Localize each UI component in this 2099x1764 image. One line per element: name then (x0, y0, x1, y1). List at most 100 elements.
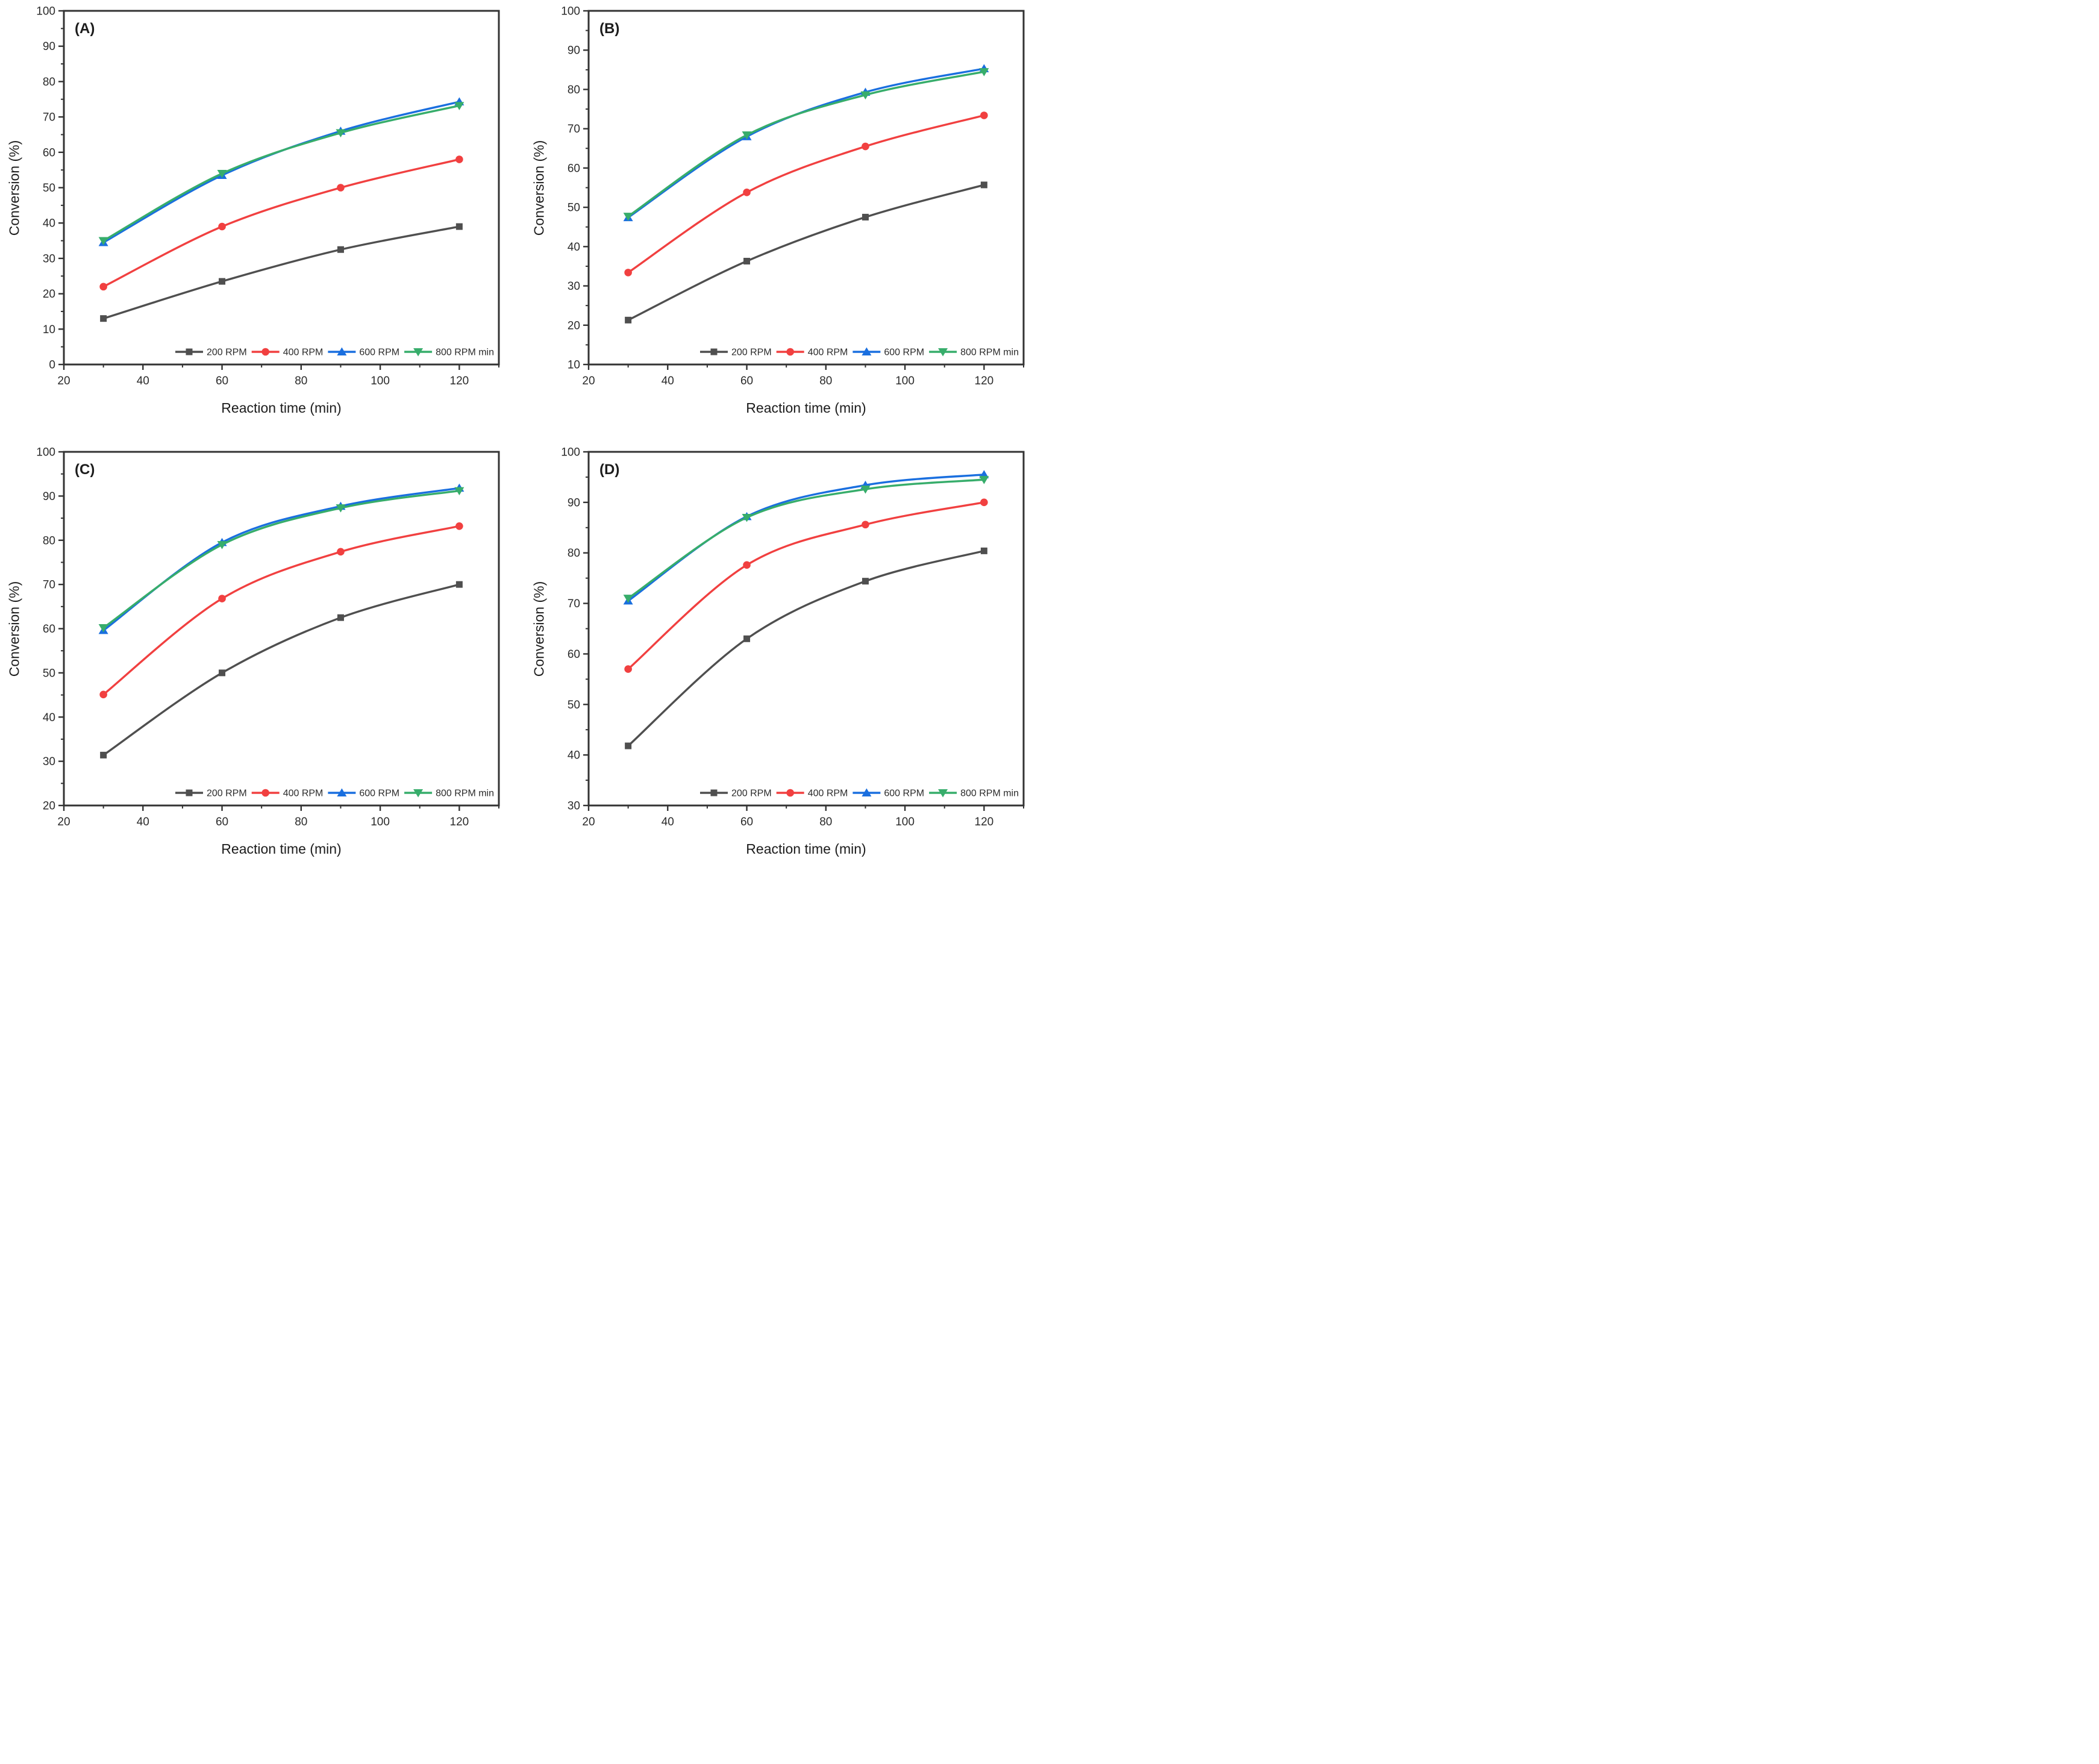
series-markers-600-rpm (623, 470, 989, 605)
y-tick-label: 20 (43, 288, 55, 301)
y-tick-label: 0 (49, 359, 55, 372)
series-markers-200-rpm (100, 223, 463, 322)
y-tick-label: 20 (43, 800, 55, 813)
y-tick-label: 70 (568, 123, 580, 136)
x-axis-title: Reaction time (min) (746, 400, 866, 416)
x-tick-label: 120 (450, 375, 469, 387)
y-tick-label: 40 (43, 712, 55, 724)
x-tick-label: 60 (216, 375, 228, 387)
x-tick-label: 40 (137, 375, 149, 387)
series-line-600-rpm (627, 474, 986, 602)
series-line-200-rpm (102, 583, 461, 757)
legend-item-400-rpm: 400 RPM (251, 789, 324, 799)
legend-item-600-rpm: 600 RPM (852, 788, 924, 799)
legend-label: 400 RPM (283, 348, 324, 358)
y-tick-label: 20 (568, 319, 580, 332)
series-markers-400-rpm (99, 522, 463, 699)
y-tick-label: 10 (568, 359, 580, 372)
series-markers-600-rpm (98, 483, 465, 634)
legend-label: 200 RPM (731, 789, 772, 799)
legend-label: 800 RPM min (436, 789, 494, 799)
series-line-800-rpm-min (102, 104, 461, 242)
x-axis-title: Reaction time (min) (221, 841, 342, 857)
legend: 200 RPM 400 RPM 600 RPM 800 RPM min (175, 347, 494, 358)
series-markers-400-rpm (99, 155, 463, 291)
y-axis-ticks: 10 20 30 40 50 60 70 80 90 100 (561, 5, 589, 372)
legend-label: 400 RPM (808, 789, 848, 799)
x-tick-label: 40 (137, 816, 149, 828)
legend-item-200-rpm: 200 RPM (699, 348, 772, 358)
series-line-600-rpm (102, 487, 461, 632)
x-tick-label: 100 (895, 375, 915, 387)
y-axis-title: Conversion (%) (6, 581, 22, 677)
legend-label: 400 RPM (283, 789, 324, 799)
y-tick-label: 40 (43, 217, 55, 230)
x-axis-title: Reaction time (min) (221, 400, 342, 416)
plot-border (587, 451, 1025, 807)
y-tick-label: 60 (43, 623, 55, 636)
y-tick-label: 40 (568, 749, 580, 762)
legend-item-600-rpm: 600 RPM (852, 347, 924, 358)
y-tick-label: 10 (43, 324, 55, 336)
legend-item-800-rpm-min: 800 RPM min (404, 348, 494, 358)
legend-item-800-rpm-min: 800 RPM min (929, 789, 1019, 799)
legend-label: 600 RPM (884, 789, 924, 799)
y-tick-label: 60 (568, 162, 580, 175)
y-axis-ticks: 0 10 20 30 40 50 60 70 80 90 100 (36, 5, 64, 372)
panel-label: (D) (599, 461, 620, 478)
legend-label: 600 RPM (359, 348, 399, 358)
series-line-800-rpm-min (627, 478, 986, 599)
x-tick-label: 20 (57, 375, 70, 387)
legend-label: 200 RPM (207, 789, 247, 799)
y-tick-label: 60 (568, 648, 580, 661)
legend-label: 600 RPM (359, 789, 399, 799)
series-line-600-rpm (627, 67, 986, 219)
x-tick-label: 40 (662, 375, 674, 387)
legend-item-400-rpm: 400 RPM (776, 348, 848, 358)
x-tick-label: 60 (740, 375, 753, 387)
y-tick-label: 30 (568, 280, 580, 293)
legend-label: 400 RPM (808, 348, 848, 358)
y-tick-label: 90 (43, 490, 55, 503)
legend-item-600-rpm: 600 RPM (328, 788, 399, 799)
series-line-400-rpm (102, 525, 461, 696)
y-tick-label: 40 (568, 241, 580, 254)
x-tick-label: 120 (975, 375, 994, 387)
series-markers-200-rpm (625, 181, 987, 324)
x-tick-label: 100 (371, 375, 390, 387)
y-tick-label: 100 (36, 446, 55, 459)
x-tick-label: 40 (662, 816, 674, 828)
series-line-400-rpm (102, 158, 461, 288)
legend-label: 800 RPM min (960, 789, 1019, 799)
x-axis-ticks: 20 40 60 80 100 120 (582, 805, 1024, 828)
y-axis-title: Conversion (%) (531, 140, 547, 236)
panel-c-chart: 20 40 60 80 100 120 20 30 40 50 60 70 80 90 100 200 RPM… (36, 446, 500, 828)
legend-label: 200 RPM (207, 348, 247, 358)
legend-item-600-rpm: 600 RPM (328, 347, 399, 358)
y-axis-title: Conversion (%) (531, 581, 547, 677)
panel-label: (B) (599, 20, 620, 37)
legend-label: 600 RPM (884, 348, 924, 358)
y-tick-label: 70 (568, 598, 580, 610)
panel-c: 20 40 60 80 100 120 20 30 40 50 60 70 80 90 100 200 RPM… (0, 441, 525, 882)
plot-border (587, 10, 1025, 366)
y-tick-label: 50 (43, 667, 55, 680)
panel-b: 20 40 60 80 100 120 10 20 30 40 50 60 70 80 90 100 200 R… (525, 0, 1050, 441)
legend-item-800-rpm-min: 800 RPM min (404, 789, 494, 799)
legend-item-200-rpm: 200 RPM (175, 789, 247, 799)
y-tick-label: 100 (561, 5, 580, 18)
series-line-400-rpm (627, 501, 986, 671)
legend-item-400-rpm: 400 RPM (251, 348, 324, 358)
x-axis-ticks: 20 40 60 80 100 120 (57, 805, 499, 828)
legend-item-400-rpm: 400 RPM (776, 789, 848, 799)
plot-border (63, 10, 500, 366)
x-tick-label: 60 (740, 816, 753, 828)
series-line-400-rpm (627, 114, 986, 274)
y-tick-label: 100 (561, 446, 580, 459)
series-line-800-rpm-min (627, 70, 986, 217)
y-tick-label: 100 (36, 5, 55, 18)
y-tick-label: 60 (43, 146, 55, 159)
x-tick-label: 20 (57, 816, 70, 828)
legend: 200 RPM 400 RPM 600 RPM 800 RPM min (699, 788, 1019, 799)
